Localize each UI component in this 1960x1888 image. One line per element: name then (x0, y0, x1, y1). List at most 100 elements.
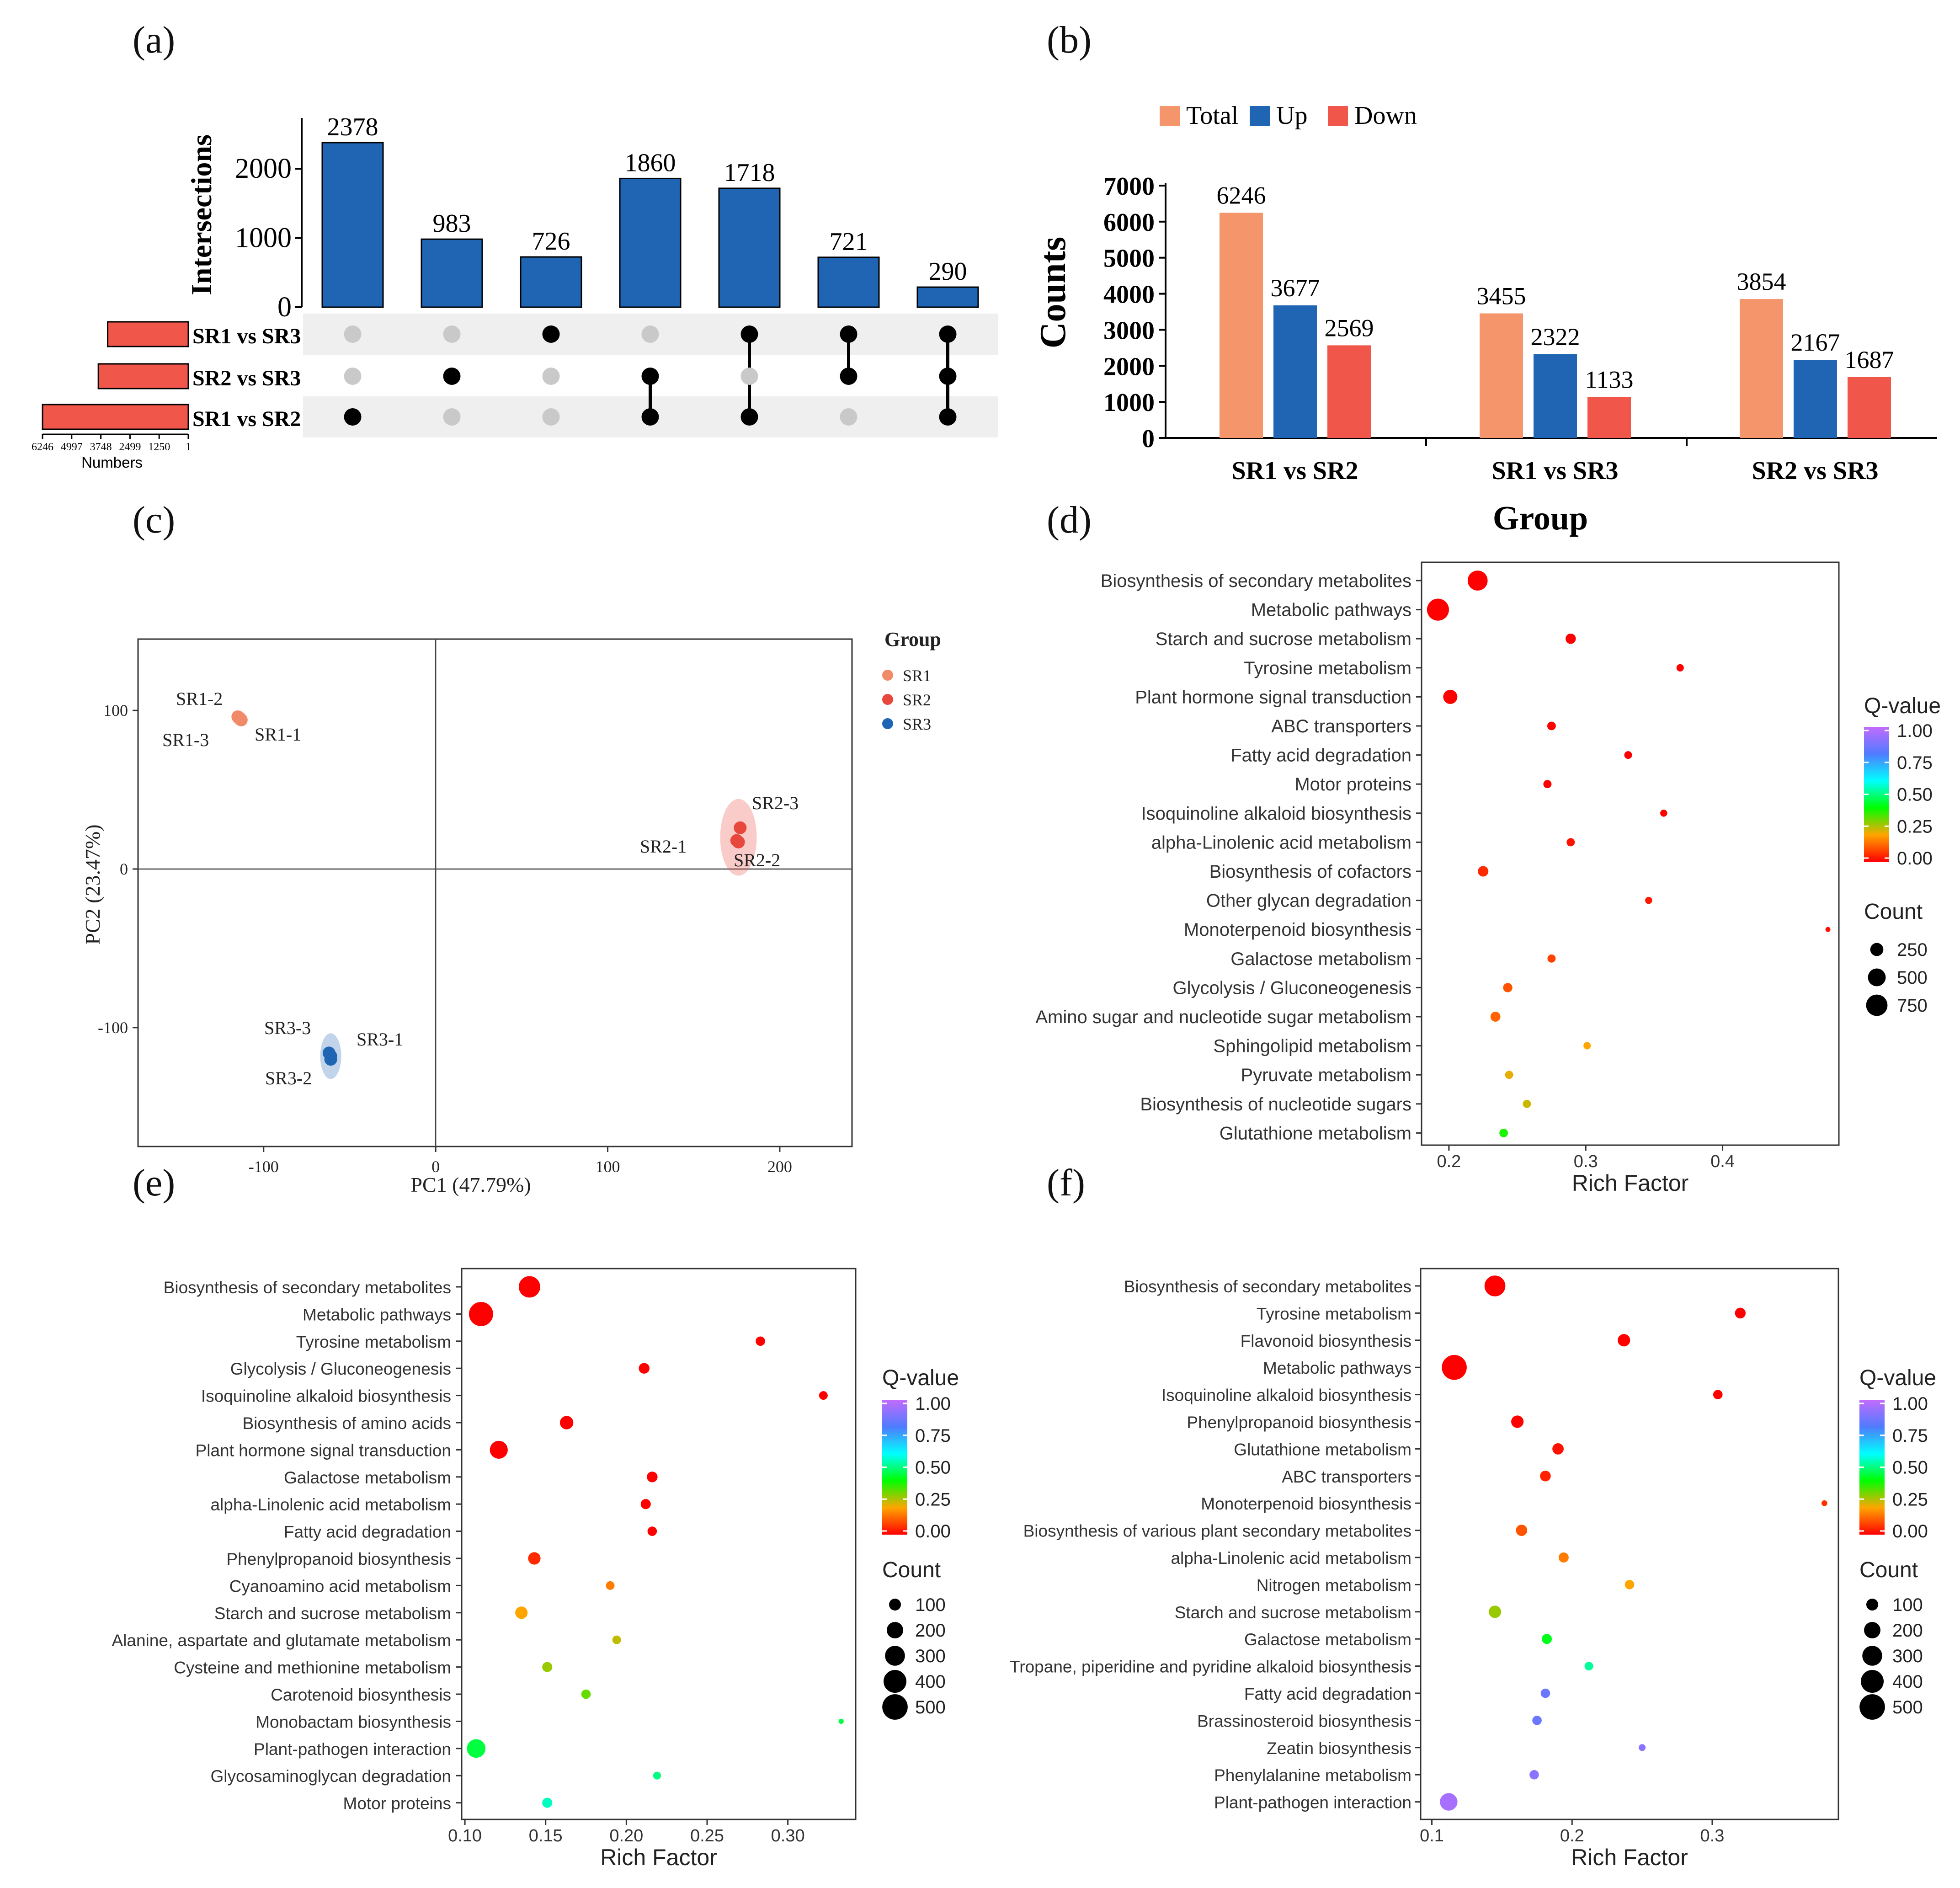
enrichment-point (581, 1689, 591, 1699)
enrichment-term-label: Motor proteins (343, 1794, 452, 1813)
enrichment-point (1516, 1525, 1528, 1536)
enrichment-term-label: Carotenoid biosynthesis (271, 1685, 451, 1704)
panel-label-f: (f) (1047, 1162, 1085, 1204)
colorbar-tick-label: 1.00 (915, 1394, 951, 1414)
legend-label: Up (1276, 101, 1307, 130)
intersection-value-label: 290 (929, 257, 967, 286)
enrichment-point (1639, 1744, 1646, 1751)
pca-point-label: SR3-2 (265, 1068, 312, 1088)
enrichment-point (1427, 598, 1449, 621)
bar-value-label: 3854 (1737, 268, 1786, 295)
bar-y-tick-label: 3000 (1103, 316, 1155, 345)
set-name-label: SR1 vs SR3 (192, 324, 301, 348)
pca-y-tick-label: 0 (120, 860, 128, 878)
set-name-label: SR2 vs SR3 (192, 366, 301, 390)
enrichment-term-label: Biosynthesis of secondary metabolites (1101, 571, 1411, 591)
pca-legend-label: SR2 (903, 691, 931, 709)
set-size-tick-label: 1250 (148, 441, 170, 453)
membership-dot-empty (344, 368, 362, 385)
membership-dot-filled (840, 368, 858, 385)
membership-dot-empty (542, 368, 560, 385)
enrichment-point (467, 1739, 486, 1758)
pca-point-label: SR1-1 (255, 724, 301, 745)
set-size-tick-label: 1 (186, 441, 191, 453)
enrichment-term-label: Monoterpenoid biosynthesis (1201, 1494, 1411, 1513)
pca-point-label: SR2-1 (640, 836, 687, 857)
enrichment-point (640, 1499, 651, 1509)
count-legend-title: Count (1864, 900, 1923, 924)
enrichment-x-tick-label: 0.15 (529, 1826, 563, 1845)
count-legend-dot (889, 1599, 901, 1611)
enrichment-term-label: Alanine, aspartate and glutamate metabol… (112, 1631, 452, 1650)
set-size-axis-title: Numbers (81, 454, 143, 471)
pca-legend-label: SR3 (903, 715, 931, 733)
count-legend-dot (1870, 943, 1884, 956)
bar-y-tick-label: 0 (1142, 425, 1155, 453)
membership-dot-filled (641, 368, 659, 385)
count-legend-dot (1859, 1694, 1885, 1720)
enrichment-point (1566, 633, 1576, 644)
pca-plot-frame (137, 638, 853, 1147)
bar-value-label: 2569 (1325, 314, 1374, 341)
enrichment-term-label: Isoquinoline alkaloid biosynthesis (1141, 804, 1411, 824)
colorbar-tick-label: 1.00 (1892, 1394, 1928, 1414)
enrichment-point (1566, 838, 1575, 847)
intersection-bar (817, 256, 880, 308)
enrichment-term-label: Plant hormone signal transduction (1135, 687, 1411, 707)
membership-dot-filled (542, 325, 560, 343)
pca-legend-title: Group (884, 628, 941, 651)
intersection-value-label: 1860 (625, 149, 676, 177)
enrichment-point (1624, 751, 1632, 759)
pca-point-sr2-3 (734, 821, 747, 834)
intersection-bar (520, 256, 582, 308)
pca-legend-dot-sr1 (882, 670, 893, 681)
q-value-legend-title: Q-value (1864, 694, 1941, 718)
enrichment-term-label: Metabolic pathways (1263, 1359, 1411, 1377)
count-legend-label: 200 (915, 1621, 946, 1641)
pca-y-title: PC2 (23.47%) (81, 824, 104, 944)
count-legend-label: 100 (1892, 1595, 1923, 1615)
enrichment-x-tick-label: 0.3 (1700, 1826, 1725, 1845)
enrichment-point (490, 1440, 508, 1459)
bar-value-label: 2322 (1531, 323, 1580, 351)
enrichment-term-label: Fatty acid degradation (284, 1523, 451, 1541)
membership-dot-filled (939, 325, 957, 343)
membership-dot-filled (939, 368, 957, 385)
membership-dot-filled (740, 408, 758, 426)
colorbar-tick-label: 0.75 (1892, 1426, 1928, 1446)
pca-point-label: SR3-3 (264, 1018, 311, 1038)
enrichment-x-tick-label: 0.1 (1420, 1826, 1444, 1845)
colorbar-tick-label: 0.00 (1892, 1521, 1928, 1541)
count-legend-label: 250 (1897, 940, 1928, 960)
enrichment-point (1713, 1390, 1723, 1399)
bar-y-tick-label: 2000 (1103, 352, 1155, 381)
bar-y-tick-label: 7000 (1103, 172, 1155, 201)
membership-dot-filled (641, 408, 659, 426)
enrichment-x-tick-label: 0.2 (1560, 1826, 1584, 1845)
membership-dot-filled (840, 325, 858, 343)
enrichment-point (1552, 1443, 1564, 1455)
legend-label: Total (1186, 101, 1238, 130)
pca-point-sr2-2 (732, 836, 745, 848)
enrichment-x-title: Rich Factor (1572, 1170, 1689, 1196)
bar-y-tick-label: 4000 (1103, 281, 1155, 309)
count-legend-dot (1866, 994, 1888, 1016)
enrichment-point (1821, 1500, 1827, 1506)
bar-down (1848, 377, 1891, 438)
count-legend-label: 500 (1892, 1697, 1923, 1717)
enrichment-x-tick-label: 0.20 (609, 1826, 643, 1845)
enrichment-point (1484, 1275, 1506, 1296)
enrichment-term-label: Biosynthesis of various plant secondary … (1023, 1522, 1411, 1541)
enrichment-point (1478, 866, 1489, 877)
enrichment-x-title: Rich Factor (600, 1845, 717, 1870)
count-legend-label: 200 (1892, 1621, 1923, 1641)
enrichment-x-tick-label: 0.4 (1710, 1152, 1735, 1171)
upset-y-title: Intersections (185, 134, 218, 295)
legend-swatch-up (1250, 106, 1270, 126)
enrichment-point (838, 1718, 844, 1724)
pca-x-tick-label: 200 (767, 1157, 792, 1176)
enrichment-term-label: Zeatin biosynthesis (1267, 1739, 1411, 1758)
enrichment-term-label: Galactose metabolism (284, 1468, 451, 1487)
pca-x-title: PC1 (47.79%) (410, 1173, 531, 1196)
